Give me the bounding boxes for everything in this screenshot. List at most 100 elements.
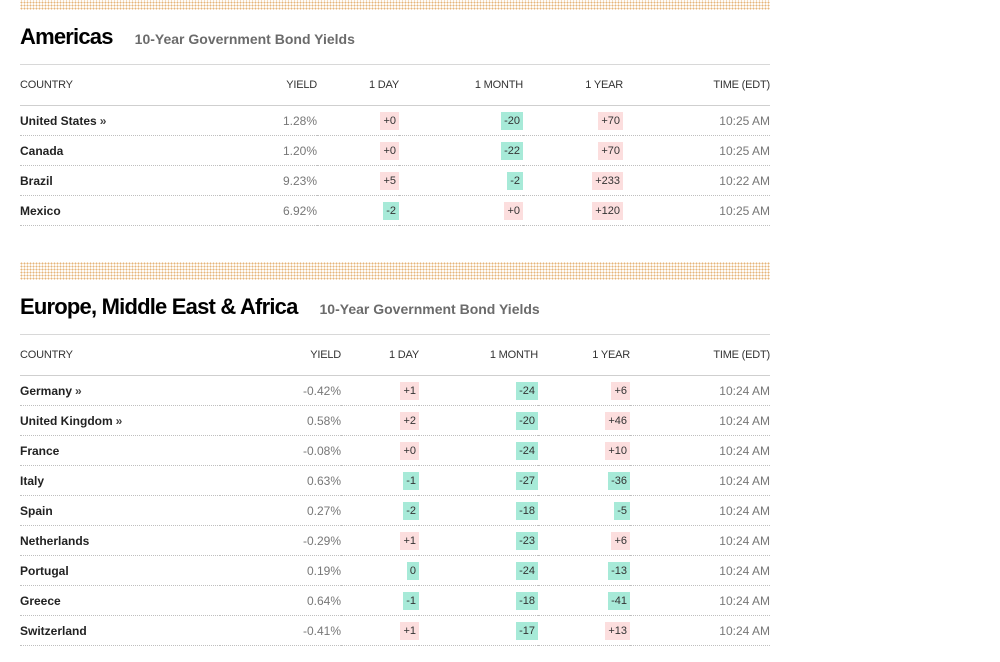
col-1year[interactable]: 1 YEAR: [523, 65, 623, 106]
time-cell: 10:24 AM: [630, 495, 770, 526]
time-cell: 10:24 AM: [630, 585, 770, 616]
americas-section: Americas 10-Year Government Bond Yields …: [20, 24, 770, 226]
country-cell[interactable]: Netherlands: [20, 525, 220, 556]
change-badge: -24: [516, 381, 538, 400]
col-1day[interactable]: 1 DAY: [317, 65, 399, 106]
yield-cell: 0.27%: [220, 495, 341, 526]
country-cell[interactable]: Switzerland: [20, 615, 220, 646]
table-row[interactable]: Netherlands -0.29% +1 -23 +6 10:24 AM: [20, 525, 770, 556]
table-row[interactable]: United Kingdom» 0.58% +2 -20 +46 10:24 AM: [20, 405, 770, 436]
table-row[interactable]: Canada 1.20% +0 -22 +70 10:25 AM: [20, 135, 770, 166]
yield-cell: 0.64%: [220, 585, 341, 616]
1year-cell: -41: [538, 585, 630, 616]
change-badge: -20: [516, 411, 538, 430]
table-row[interactable]: Brazil 9.23% +5 -2 +233 10:22 AM: [20, 165, 770, 196]
country-cell[interactable]: Germany»: [20, 375, 220, 406]
emea-table: COUNTRY YIELD 1 DAY 1 MONTH 1 YEAR TIME …: [20, 335, 770, 646]
col-1year[interactable]: 1 YEAR: [538, 335, 630, 376]
table-row[interactable]: Italy 0.63% -1 -27 -36 10:24 AM: [20, 465, 770, 496]
table-row[interactable]: Spain 0.27% -2 -18 -5 10:24 AM: [20, 495, 770, 526]
time-cell: 10:24 AM: [630, 555, 770, 586]
top-dotted-band: [20, 0, 770, 10]
change-badge: -1: [403, 591, 419, 610]
country-name[interactable]: Netherlands: [20, 533, 90, 548]
country-cell[interactable]: Canada: [20, 135, 220, 166]
emea-subtitle: 10-Year Government Bond Yields: [319, 301, 540, 317]
country-name[interactable]: United Kingdom: [20, 413, 113, 428]
1year-cell: +13: [538, 615, 630, 646]
country-name[interactable]: Germany: [20, 383, 73, 398]
country-name[interactable]: Italy: [20, 473, 45, 488]
change-badge: -2: [403, 501, 419, 520]
country-cell[interactable]: Portugal: [20, 555, 220, 586]
country-cell[interactable]: United Kingdom»: [20, 405, 220, 436]
country-name[interactable]: Mexico: [20, 203, 61, 218]
1month-cell: -20: [399, 105, 523, 136]
1year-cell: +70: [523, 105, 623, 136]
change-badge: +0: [400, 441, 419, 460]
1day-cell: +1: [341, 615, 419, 646]
col-yield[interactable]: YIELD: [220, 335, 341, 376]
country-cell[interactable]: Greece: [20, 585, 220, 616]
country-name[interactable]: Brazil: [20, 173, 53, 188]
country-cell[interactable]: Mexico: [20, 195, 220, 226]
yield-cell: 0.19%: [220, 555, 341, 586]
1year-cell: +10: [538, 435, 630, 466]
country-name[interactable]: United States: [20, 113, 97, 128]
col-country[interactable]: COUNTRY: [20, 335, 220, 376]
country-name[interactable]: Portugal: [20, 563, 69, 578]
1day-cell: -1: [341, 465, 419, 496]
change-badge: +1: [400, 621, 419, 640]
americas-subtitle: 10-Year Government Bond Yields: [134, 31, 355, 47]
table-row[interactable]: Germany» -0.42% +1 -24 +6 10:24 AM: [20, 375, 770, 406]
1day-cell: +0: [317, 135, 399, 166]
country-name[interactable]: Greece: [20, 593, 61, 608]
chevron-link-icon[interactable]: »: [115, 413, 123, 428]
chevron-link-icon[interactable]: »: [99, 113, 107, 128]
country-name[interactable]: Spain: [20, 503, 53, 518]
middle-dotted-band: [20, 262, 770, 280]
yield-cell: -0.41%: [220, 615, 341, 646]
col-yield[interactable]: YIELD: [220, 65, 317, 106]
1year-cell: +46: [538, 405, 630, 436]
country-name[interactable]: Canada: [20, 143, 64, 158]
time-cell: 10:24 AM: [630, 375, 770, 406]
table-row[interactable]: France -0.08% +0 -24 +10 10:24 AM: [20, 435, 770, 466]
col-1day[interactable]: 1 DAY: [341, 335, 419, 376]
table-row[interactable]: Mexico 6.92% -2 +0 +120 10:25 AM: [20, 195, 770, 226]
1day-cell: -2: [317, 195, 399, 226]
1year-cell: -13: [538, 555, 630, 586]
time-cell: 10:25 AM: [623, 195, 770, 226]
1day-cell: +1: [341, 375, 419, 406]
americas-header: Americas 10-Year Government Bond Yields: [20, 24, 770, 65]
country-name[interactable]: Switzerland: [20, 623, 87, 638]
1year-cell: -5: [538, 495, 630, 526]
time-cell: 10:24 AM: [630, 465, 770, 496]
change-badge: -2: [383, 201, 399, 220]
change-badge: -27: [516, 471, 538, 490]
table-row[interactable]: Switzerland -0.41% +1 -17 +13 10:24 AM: [20, 615, 770, 646]
1year-cell: +233: [523, 165, 623, 196]
1month-cell: -24: [419, 375, 538, 406]
change-badge: +233: [592, 171, 623, 190]
country-cell[interactable]: Italy: [20, 465, 220, 496]
col-1month[interactable]: 1 MONTH: [399, 65, 523, 106]
1day-cell: -2: [341, 495, 419, 526]
country-cell[interactable]: Brazil: [20, 165, 220, 196]
1day-cell: +0: [341, 435, 419, 466]
col-1month[interactable]: 1 MONTH: [419, 335, 538, 376]
country-name[interactable]: France: [20, 443, 60, 458]
table-row[interactable]: Greece 0.64% -1 -18 -41 10:24 AM: [20, 585, 770, 616]
col-country[interactable]: COUNTRY: [20, 65, 220, 106]
country-cell[interactable]: Spain: [20, 495, 220, 526]
yield-cell: -0.08%: [220, 435, 341, 466]
country-cell[interactable]: United States»: [20, 105, 220, 136]
emea-header-row: COUNTRY YIELD 1 DAY 1 MONTH 1 YEAR TIME …: [20, 335, 770, 376]
table-row[interactable]: United States» 1.28% +0 -20 +70 10:25 AM: [20, 105, 770, 136]
change-badge: -24: [516, 561, 538, 580]
change-badge: -36: [608, 471, 630, 490]
country-cell[interactable]: France: [20, 435, 220, 466]
chevron-link-icon[interactable]: »: [75, 383, 82, 398]
table-row[interactable]: Portugal 0.19% 0 -24 -13 10:24 AM: [20, 555, 770, 586]
change-badge: +120: [592, 201, 623, 220]
